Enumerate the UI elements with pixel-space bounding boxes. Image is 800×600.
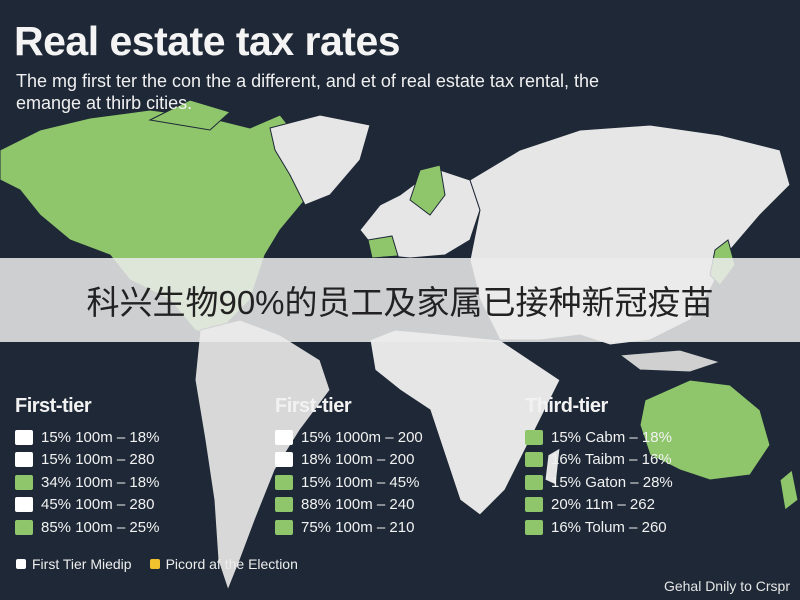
banner: 科兴生物90%的员工及家属已接种新冠疫苗: [0, 258, 800, 342]
legend-row: 88% 100m – 240: [275, 494, 423, 517]
australia: [639, 379, 771, 481]
new-zealand: [779, 469, 799, 511]
legend-label: 34% 100m – 18%: [41, 473, 160, 491]
legend-label: 15% Cabm – 18%: [551, 428, 672, 446]
legend-row: 45% 100m – 280: [15, 494, 159, 517]
legend-swatch: [275, 497, 293, 513]
legend-swatch: [15, 474, 33, 490]
legend-swatch: [525, 429, 543, 445]
legend-swatch: [275, 452, 293, 468]
madagascar: [544, 447, 561, 486]
legend-label: 15% 100m – 45%: [301, 473, 420, 491]
legend-row: 34% 100m – 18%: [15, 471, 159, 494]
footer-legend: First Tier Miedip Picord af the Election: [16, 556, 298, 572]
legend-row: 16% Tolum – 260: [525, 516, 673, 539]
subtitle: The mg first ter the con the a different…: [16, 70, 599, 114]
legend-label: 85% 100m – 25%: [41, 518, 160, 536]
legend-swatch: [15, 429, 33, 445]
legend-heading: First-tier: [15, 395, 92, 417]
legend-label: 18% 100m – 200: [301, 451, 415, 469]
legend-label: 45% 100m – 280: [41, 496, 155, 514]
legend-row: 15% Gaton – 28%: [525, 471, 673, 494]
legend-row: 15% 100m – 45%: [275, 471, 423, 494]
iberia: [367, 235, 399, 259]
legend-row: 20% 11m – 262: [525, 494, 673, 517]
indonesia: [618, 349, 722, 373]
legend-row: 18% 100m – 200: [275, 449, 423, 472]
legend-swatch: [275, 519, 293, 535]
legend-row: 85% 100m – 25%: [15, 516, 159, 539]
subtitle-line: The mg first ter the con the a different…: [16, 71, 599, 91]
footer-legend-item: First Tier Miedip: [16, 556, 132, 572]
legend-label: 16% Tolum – 260: [551, 518, 667, 536]
legend-swatch: [525, 452, 543, 468]
legend-swatch: [15, 497, 33, 513]
subtitle-line: emange at thirb cities.: [16, 93, 193, 113]
footer-swatch: [16, 559, 26, 569]
legend-swatch: [275, 429, 293, 445]
legend-column: First-tier 15% 100m – 18% 15% 100m – 280 34…: [15, 395, 159, 539]
legend-swatch: [275, 474, 293, 490]
legend-row: 15% Cabm – 18%: [525, 426, 673, 449]
footer-label: First Tier Miedip: [32, 556, 132, 572]
legend-row: 75% 100m – 210: [275, 516, 423, 539]
footer-legend-item: Picord af the Election: [149, 556, 298, 572]
legend-label: 88% 100m – 240: [301, 496, 415, 514]
legend-swatch: [525, 497, 543, 513]
scandinavia: [409, 164, 446, 216]
arctic-islands: [148, 99, 231, 131]
legend-label: 20% 11m – 262: [551, 496, 655, 514]
legend-swatch: [15, 452, 33, 468]
legend-swatch: [525, 474, 543, 490]
legend-row: 15% 100m – 280: [15, 449, 159, 472]
legend-column: First-tier 15% 1000m – 200 18% 100m – 200 1…: [275, 395, 423, 539]
legend-label: 15% Gaton – 28%: [551, 473, 673, 491]
legend-label: 15% 100m – 18%: [41, 428, 160, 446]
footer-label: Picord af the Election: [165, 556, 298, 572]
legend-swatch: [525, 519, 543, 535]
legend-label: 16% Taibm – 16%: [551, 451, 672, 469]
legend-heading: Third-tier: [525, 395, 608, 417]
legend-row: 16% Taibm – 16%: [525, 449, 673, 472]
credit: Gehal Dnily to Crspr: [663, 578, 790, 594]
legend-row: 15% 100m – 18%: [15, 426, 159, 449]
legend-label: 15% 1000m – 200: [301, 428, 423, 446]
legend-label: 75% 100m – 210: [301, 518, 415, 536]
legend-heading: First-tier: [275, 395, 352, 417]
greenland: [269, 114, 371, 206]
legend-label: 15% 100m – 280: [41, 451, 155, 469]
legend-column: Third-tier 15% Cabm – 18% 16% Taibm – 16% 1…: [525, 395, 673, 539]
legend-swatch: [15, 519, 33, 535]
south-america: [194, 319, 331, 592]
legend-row: 15% 1000m – 200: [275, 426, 423, 449]
title: Real estate tax rates: [14, 18, 401, 64]
footer-swatch: [149, 559, 160, 569]
